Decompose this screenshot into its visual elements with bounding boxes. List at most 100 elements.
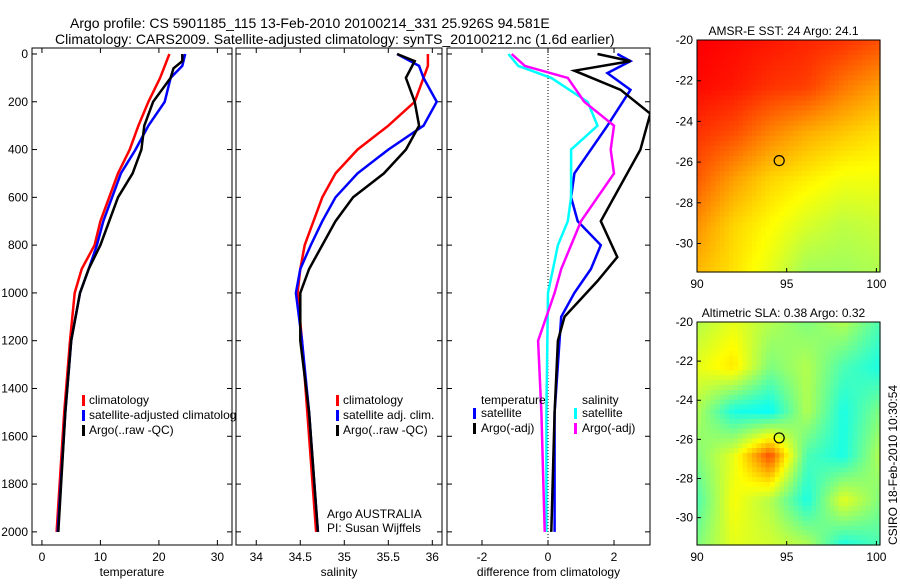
heatmap-cell (756, 380, 762, 386)
heatmap-cell (866, 90, 872, 96)
heatmap-cell (783, 201, 790, 207)
heatmap-cell (706, 206, 712, 212)
heatmap-cell (701, 186, 707, 192)
heatmap-cell (793, 100, 799, 107)
heatmap-cell (834, 535, 840, 541)
heatmap-cell (783, 467, 790, 473)
y-tick-label: 1600 (1, 429, 28, 443)
heatmap-cell (710, 201, 716, 207)
heatmap-cell (770, 389, 776, 396)
heatmap-cell (802, 520, 808, 527)
heatmap-cell (701, 511, 707, 517)
heatmap-cell (802, 423, 808, 430)
heatmap-cell (870, 191, 877, 197)
legend-header-salinity: salinity (582, 393, 619, 407)
heatmap-cell (756, 216, 762, 223)
heatmap-cell (701, 267, 707, 273)
heatmap-cell (825, 520, 831, 527)
heatmap-cell (875, 477, 881, 483)
heatmap-cell (820, 75, 826, 81)
heatmap-cell (729, 140, 735, 147)
heatmap-cell (761, 486, 767, 493)
heatmap-cell (774, 438, 780, 444)
heatmap-cell (724, 535, 730, 541)
heatmap-cell (761, 322, 767, 328)
heatmap-cell (806, 241, 812, 248)
heatmap-cell (706, 100, 712, 107)
heatmap-cell (843, 322, 849, 328)
heatmap-cell (770, 55, 776, 61)
heatmap-cell (857, 355, 863, 362)
heatmap-cell (788, 151, 794, 157)
heatmap-cell (802, 236, 808, 243)
heatmap-cell (834, 50, 840, 56)
heatmap-cell (770, 331, 776, 338)
heatmap-cell (761, 246, 767, 253)
heatmap-cell (870, 115, 877, 122)
heatmap-cell (857, 525, 863, 531)
heatmap-cell (820, 482, 826, 488)
heatmap-cell (816, 336, 822, 342)
heatmap-cell (861, 120, 867, 127)
heatmap-cell (866, 161, 872, 167)
heatmap-cell (747, 90, 753, 96)
heatmap-cell (829, 241, 835, 248)
heatmap-cell (825, 331, 831, 338)
heatmap-cell (829, 236, 835, 243)
heatmap-cell (738, 201, 744, 207)
heatmap-cell (724, 360, 730, 367)
heatmap-cell (866, 482, 872, 488)
heatmap-cell (765, 80, 771, 86)
heatmap-cell (774, 360, 780, 367)
heatmap-cell (802, 355, 808, 362)
heatmap-cell (797, 130, 803, 137)
heatmap-cell (774, 267, 780, 273)
heatmap-cell (793, 236, 799, 243)
heatmap-cell (719, 336, 726, 342)
heatmap-cell (770, 85, 776, 91)
heatmap-cell (724, 515, 730, 522)
heatmap-cell (779, 216, 785, 223)
heatmap-cell (724, 457, 730, 464)
heatmap-cell (843, 70, 849, 76)
heatmap-cell (715, 95, 721, 102)
heatmap-cell (834, 120, 840, 127)
heatmap-cell (729, 40, 735, 46)
heatmap-cell (719, 100, 726, 107)
heatmap-cell (765, 145, 771, 152)
heatmap-cell (706, 380, 712, 386)
heatmap-cell (724, 135, 730, 142)
heatmap-cell (793, 496, 799, 502)
heatmap-cell (806, 161, 812, 167)
heatmap-cell (870, 438, 877, 444)
heatmap-cell (724, 140, 730, 147)
heatmap-cell (820, 511, 826, 517)
heatmap-cell (861, 326, 867, 333)
heatmap-cell (756, 448, 762, 454)
heatmap-cell (729, 151, 735, 157)
heatmap-cell (811, 196, 817, 202)
heatmap-cell (875, 55, 881, 61)
heatmap-cell (793, 515, 799, 522)
heatmap-cell (793, 85, 799, 91)
heatmap-cell (751, 399, 758, 405)
heatmap-cell (857, 267, 863, 273)
heatmap-cell (816, 80, 822, 86)
heatmap-cell (706, 331, 712, 338)
heatmap-cell (710, 399, 716, 405)
heatmap-cell (733, 196, 739, 202)
heatmap-cell (738, 438, 744, 444)
heatmap-cell (783, 462, 790, 468)
heatmap-cell (825, 115, 831, 122)
heatmap-cell (783, 515, 790, 522)
heatmap-cell (761, 75, 767, 81)
annotation-line-1: Argo AUSTRALIA (327, 507, 422, 521)
heatmap-cell (820, 100, 826, 107)
heatmap-cell (866, 145, 872, 152)
heatmap-cell (857, 191, 863, 197)
heatmap-cell (701, 196, 707, 202)
heatmap-cell (770, 491, 776, 498)
heatmap-cell (724, 65, 730, 71)
heatmap-cell (779, 256, 785, 263)
heatmap-cell (816, 433, 822, 439)
